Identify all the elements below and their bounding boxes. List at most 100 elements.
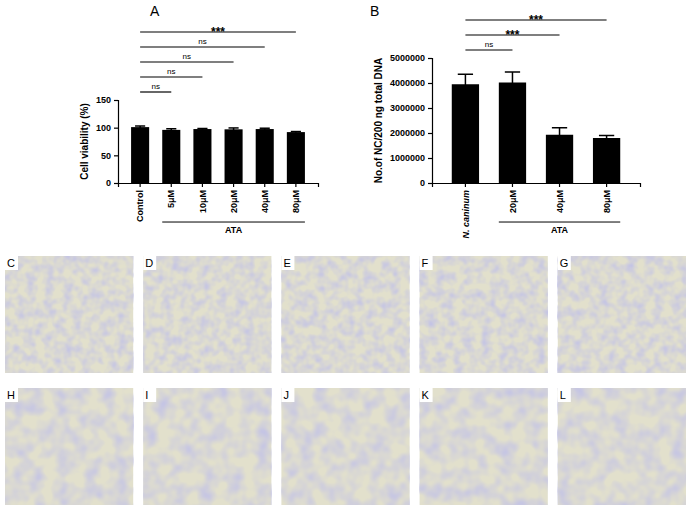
micrograph: H (5, 388, 133, 505)
significance-label: ns (485, 40, 493, 49)
significance-line (140, 76, 202, 77)
y-tick-label: 100 (96, 123, 111, 133)
panel-letter: J (283, 389, 289, 401)
panel-letter-ground (558, 388, 571, 402)
x-tick: 40μM (555, 183, 565, 213)
y-axis-title: No.of NC/200 ng total DNA (373, 58, 384, 184)
x-tick: 40μM (260, 183, 270, 213)
micrograph: F (420, 256, 548, 373)
x-tick: Control (135, 183, 145, 222)
x-tick-label: 20μM (229, 190, 239, 213)
panel-letter-ground (143, 256, 156, 270)
significance-label: ns (198, 37, 206, 46)
y-tick-label: 0 (420, 178, 425, 188)
x-tick-label: Control (135, 190, 145, 222)
x-tick-mark (465, 183, 466, 187)
group-label: ATA (551, 225, 569, 235)
panel-letter: C (7, 257, 15, 269)
x-axis: Control 5μM 10μM 20μM 40μM 80μM (119, 183, 319, 222)
x-tick-mark (233, 183, 234, 187)
significance-label: ns (183, 52, 191, 61)
y-tick-label: 5000000 (390, 53, 425, 63)
significance-label: *** (529, 13, 543, 27)
plot-area (131, 126, 305, 183)
x-tick-label: 40μM (260, 190, 270, 213)
error-bar-cap (260, 127, 270, 129)
bar (499, 83, 526, 184)
y-tick-label: 4000000 (390, 78, 425, 88)
panel-letter-ground (558, 256, 571, 270)
y-tick-label: 150 (96, 95, 111, 105)
y-tick-mark (114, 155, 118, 156)
significance-label: *** (505, 28, 519, 42)
x-tick: 80μM (291, 183, 301, 213)
error-bar-cap (291, 131, 301, 133)
micrograph-ground (420, 388, 548, 505)
panel-1: B010000002000000300000040000005000000No.… (370, 3, 641, 239)
x-axis: N. caninum20μM40μM80μM (433, 183, 641, 239)
y-tick-mark (114, 183, 118, 184)
x-tick-mark (512, 183, 513, 187)
micrograph: J (281, 388, 409, 505)
micrograph-texture (558, 388, 686, 505)
error-bar (197, 128, 207, 129)
bar (452, 84, 479, 183)
micrograph-texture (5, 256, 133, 373)
error-bar-cap (552, 127, 567, 129)
error-bar (552, 128, 567, 142)
y-tick-label: 3000000 (390, 103, 425, 113)
y-tick-mark (428, 183, 432, 184)
x-tick: 20μM (508, 183, 518, 213)
axis-line (114, 101, 119, 184)
bar (225, 129, 243, 183)
y-tick-mark (428, 108, 432, 109)
micrograph-texture (143, 388, 271, 505)
x-tick-label: 5μM (166, 190, 176, 208)
significance-line (140, 61, 233, 62)
error-bar-cap (599, 135, 614, 137)
y-tick-label: 50 (101, 151, 111, 161)
panel-letter-ground (281, 256, 294, 270)
image-panels: CDEFGHIJKL (5, 256, 686, 505)
y-tick-mark (428, 83, 432, 84)
error-bar-cap (505, 71, 520, 73)
error-bar (505, 72, 520, 93)
y-tick-mark (428, 158, 432, 159)
group-line (162, 222, 305, 223)
x-tick-mark (171, 183, 172, 187)
y-tick-label: 1000000 (390, 153, 425, 163)
x-tick-label: 40μM (555, 190, 565, 213)
y-tick: 50 (101, 151, 118, 161)
micrograph-ground (281, 256, 409, 373)
x-tick: 5μM (166, 183, 176, 208)
y-tick: 4000000 (390, 78, 432, 88)
y-tick: 150 (96, 95, 118, 105)
micrograph-ground (5, 388, 133, 505)
y-tick-mark (114, 100, 118, 101)
error-bar-stem (559, 128, 561, 142)
x-tick-label: 80μM (291, 190, 301, 213)
panel-letter-ground (281, 388, 294, 402)
significance-line (140, 91, 171, 92)
micrograph-texture (143, 256, 271, 373)
micrograph: G (558, 256, 686, 373)
x-tick: 80μM (602, 183, 612, 213)
micrograph: L (558, 388, 686, 505)
bar (593, 138, 620, 183)
panel-letter: A (150, 3, 160, 19)
axis-line (428, 59, 433, 184)
significance-label: *** (211, 25, 225, 39)
panel-letter-ground (5, 256, 18, 270)
panel-letter: F (422, 257, 429, 269)
error-bar-cap (166, 128, 176, 130)
micrograph-ground (5, 256, 133, 373)
x-tick-mark (140, 183, 141, 187)
y-tick-mark (428, 133, 432, 134)
panel-letter-ground (420, 256, 433, 270)
micrograph-texture (420, 256, 548, 373)
x-tick-mark (606, 183, 607, 187)
error-bar (458, 74, 473, 94)
significance-label: ns (151, 82, 159, 91)
x-tick-label: 10μM (198, 190, 208, 213)
group-line (499, 222, 620, 223)
